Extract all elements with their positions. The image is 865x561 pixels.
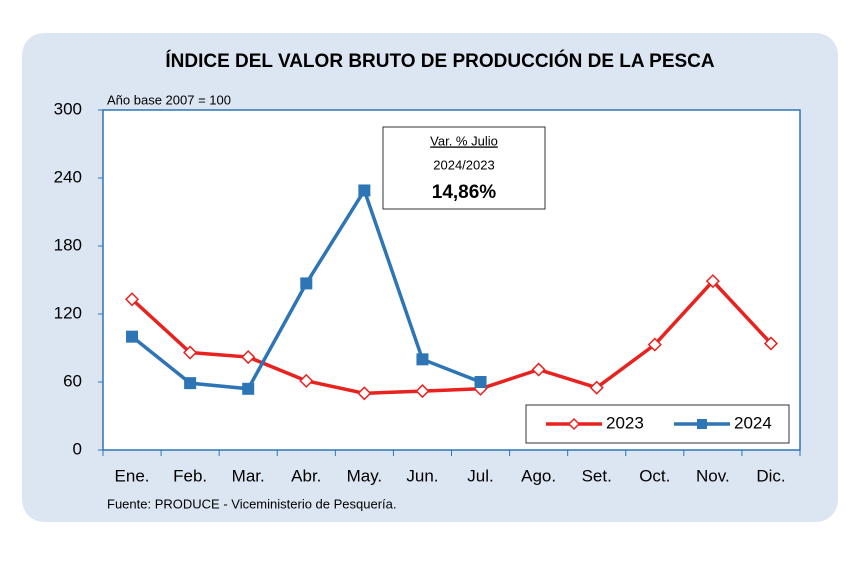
plot-area xyxy=(102,109,801,451)
annotation-value: 14,86% xyxy=(432,182,497,203)
legend-label: 2023 xyxy=(606,413,644,432)
point xyxy=(126,330,139,343)
y-tick-label: 120 xyxy=(54,303,82,322)
point xyxy=(183,345,198,360)
point xyxy=(357,386,372,401)
x-tick-label: Abr. xyxy=(291,466,321,485)
y-tick-label: 0 xyxy=(73,439,82,458)
point xyxy=(300,277,313,290)
series-line xyxy=(130,278,773,396)
x-tick-label: Nov. xyxy=(696,466,730,485)
point xyxy=(647,337,662,352)
chart-title: ÍNDICE DEL VALOR BRUTO DE PRODUCCIÓN DE … xyxy=(165,50,715,72)
y-tick-label: 240 xyxy=(54,167,82,186)
x-tick-label: Set. xyxy=(582,466,612,485)
x-tick-label: Mar. xyxy=(232,466,265,485)
annotation-title: Var. % Julio xyxy=(430,133,498,148)
point xyxy=(416,353,429,366)
x-tick-label: May. xyxy=(347,466,383,485)
point xyxy=(184,377,197,390)
legend-marker xyxy=(567,417,581,431)
point xyxy=(589,380,604,395)
subtitle: Año base 2007 = 100 xyxy=(107,92,231,107)
point xyxy=(763,336,779,351)
x-tick-label: Jun. xyxy=(406,466,438,485)
point xyxy=(358,184,371,197)
point xyxy=(124,292,140,307)
y-tick-label: 300 xyxy=(54,99,82,118)
point xyxy=(242,382,255,395)
x-tick-label: Ago. xyxy=(521,466,556,485)
x-tick-label: Feb. xyxy=(173,466,207,485)
y-tick-label: 60 xyxy=(63,371,82,390)
point xyxy=(474,376,487,388)
legend-marker xyxy=(697,419,707,429)
point xyxy=(299,373,314,388)
annotation-box xyxy=(382,126,546,210)
source: Fuente: PRODUCE - Viceministerio de Pesq… xyxy=(107,496,397,511)
legend-label: 2024 xyxy=(734,413,772,432)
y-tick-label: 180 xyxy=(54,235,82,254)
point xyxy=(531,362,546,377)
point xyxy=(415,384,430,399)
x-tick-label: Ene. xyxy=(115,466,150,485)
point xyxy=(241,350,256,365)
annotation-subtitle: 2024/2023 xyxy=(433,157,494,172)
point xyxy=(705,274,720,289)
x-tick-label: Jul. xyxy=(467,466,493,485)
x-tick-label: Oct. xyxy=(639,466,670,485)
x-tick-label: Dic. xyxy=(756,466,785,485)
